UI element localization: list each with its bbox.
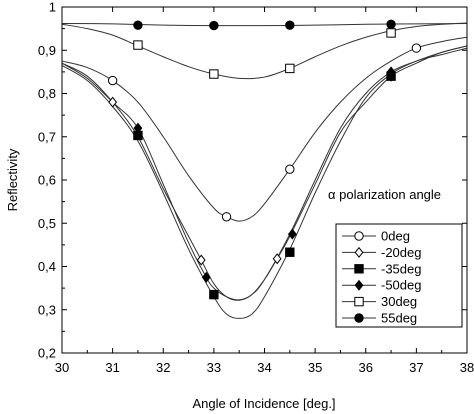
marker-55deg-2: [285, 20, 295, 30]
axes-ticks: 30 31 32 33 34 35 36 37 38 0,2 0,3 0,4 0,5 0,6 0,7 0,8 0…: [38, 0, 474, 375]
y-tick-label-7: 0,9: [38, 43, 56, 58]
marker-0deg-3: [411, 43, 422, 53]
y-tick-label-2: 0,4: [38, 259, 56, 274]
marker-55deg-0: [133, 20, 143, 30]
legend-label-0deg: 0deg: [381, 229, 410, 244]
marker-0deg-0: [107, 75, 118, 86]
marker--35deg-1: [209, 289, 219, 300]
y-tick-label-6: 0,8: [38, 86, 56, 101]
x-tick-label-4: 34: [257, 360, 271, 375]
marker-30deg-0: [133, 40, 143, 50]
series-markers: [107, 19, 422, 300]
marker--20deg-1: [196, 254, 206, 266]
marker-55deg-1: [209, 20, 219, 31]
y-tick-label-3: 0,5: [38, 216, 56, 231]
polarization-annotation: α polarization angle: [328, 187, 441, 202]
y-tick-label-4: 0,6: [38, 173, 56, 188]
legend-box: [335, 223, 463, 328]
marker-30deg-2: [285, 63, 295, 74]
series-line-0deg: [61, 36, 468, 222]
marker-55deg-3: [386, 19, 396, 29]
y-axis-title: Reflectivity: [5, 148, 20, 211]
x-tick-label-1: 31: [105, 360, 119, 375]
legend-label-30deg: 30deg: [381, 294, 417, 309]
legend-marker-55deg: [354, 313, 364, 323]
marker-30deg-3: [386, 28, 396, 38]
x-tick-label-7: 37: [409, 360, 423, 375]
x-tick-label-6: 36: [359, 360, 373, 375]
legend-label-55deg: 55deg: [381, 311, 417, 326]
marker--50deg-2: [287, 228, 297, 240]
marker--35deg-2: [285, 247, 295, 257]
x-tick-label-8: 38: [460, 360, 474, 375]
marker-0deg-1: [221, 212, 232, 222]
legend-marker--35deg: [354, 264, 364, 274]
legend-label--50deg: -50deg: [381, 278, 421, 293]
marker-0deg-2: [285, 164, 295, 174]
x-tick-label-5: 35: [308, 360, 322, 375]
marker--50deg-3: [386, 66, 396, 78]
x-tick-label-0: 30: [55, 360, 69, 375]
legend-marker-0deg: [354, 231, 364, 241]
marker--50deg-0: [133, 122, 143, 134]
x-tick-label-2: 32: [156, 360, 170, 375]
legend-label--35deg: -35deg: [381, 261, 421, 276]
marker--20deg-2: [272, 253, 282, 265]
y-tick-label-8: 1: [49, 0, 56, 15]
y-tick-label-1: 0,3: [38, 302, 56, 317]
y-tick-label-5: 0,7: [38, 129, 56, 144]
series-line-55deg: [61, 22, 468, 27]
y-tick-label-0: 0,2: [38, 346, 56, 361]
marker--20deg-0: [108, 96, 118, 108]
marker--50deg-1: [201, 271, 211, 283]
legend-marker--20deg: [354, 246, 364, 258]
x-tick-label-3: 33: [207, 360, 221, 375]
marker-30deg-1: [209, 69, 219, 79]
series-line-30deg: [61, 22, 468, 80]
legend-marker-30deg: [354, 296, 364, 307]
x-axis-title: Angle of Incidence [deg.]: [192, 396, 335, 411]
legend-label--20deg: -20deg: [381, 245, 421, 260]
legend-marker--50deg: [354, 279, 364, 291]
